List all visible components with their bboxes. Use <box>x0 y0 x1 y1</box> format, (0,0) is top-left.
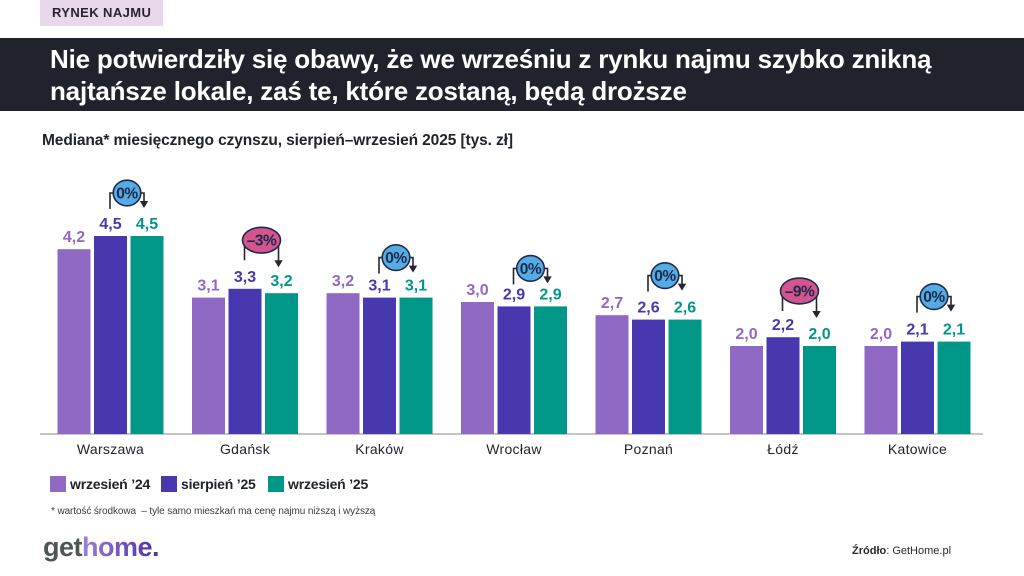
svg-text:Gdańsk: Gdańsk <box>220 441 271 457</box>
svg-text:Katowice: Katowice <box>888 441 947 457</box>
svg-text:0%: 0% <box>116 186 138 203</box>
svg-text:2,7: 2,7 <box>601 295 623 312</box>
svg-text:Wrocław: Wrocław <box>486 441 542 457</box>
svg-text:3,0: 3,0 <box>466 282 488 299</box>
svg-text:2,6: 2,6 <box>637 300 659 317</box>
svg-text:2,9: 2,9 <box>539 286 561 303</box>
svg-text:4,5: 4,5 <box>99 216 121 233</box>
svg-text:2,0: 2,0 <box>870 326 892 343</box>
svg-text:2,1: 2,1 <box>943 322 965 339</box>
svg-text:3,1: 3,1 <box>368 278 390 295</box>
svg-text:Poznań: Poznań <box>624 441 673 457</box>
svg-text:2,2: 2,2 <box>772 317 794 334</box>
svg-text:2,1: 2,1 <box>906 322 928 339</box>
svg-text:Łódź: Łódź <box>767 441 799 457</box>
svg-text:3,2: 3,2 <box>270 273 292 290</box>
svg-text:0%: 0% <box>654 268 676 285</box>
svg-text:3,2: 3,2 <box>332 273 354 290</box>
svg-text:0%: 0% <box>520 261 542 278</box>
svg-text:3,1: 3,1 <box>197 278 219 295</box>
svg-text:2,6: 2,6 <box>674 300 696 317</box>
svg-text:Kraków: Kraków <box>355 441 404 457</box>
svg-text:4,5: 4,5 <box>136 216 158 233</box>
svg-text:2,0: 2,0 <box>808 326 830 343</box>
svg-text:3,1: 3,1 <box>405 278 427 295</box>
svg-text:2,9: 2,9 <box>503 286 525 303</box>
svg-text:2,0: 2,0 <box>735 326 757 343</box>
svg-text:4,2: 4,2 <box>63 229 85 246</box>
svg-text:Warszawa: Warszawa <box>77 441 144 457</box>
svg-text:0%: 0% <box>385 250 407 267</box>
svg-text:0%: 0% <box>923 289 945 306</box>
svg-text:–3%: –3% <box>247 233 277 250</box>
svg-text:–9%: –9% <box>785 284 815 301</box>
svg-text:3,3: 3,3 <box>234 269 256 286</box>
